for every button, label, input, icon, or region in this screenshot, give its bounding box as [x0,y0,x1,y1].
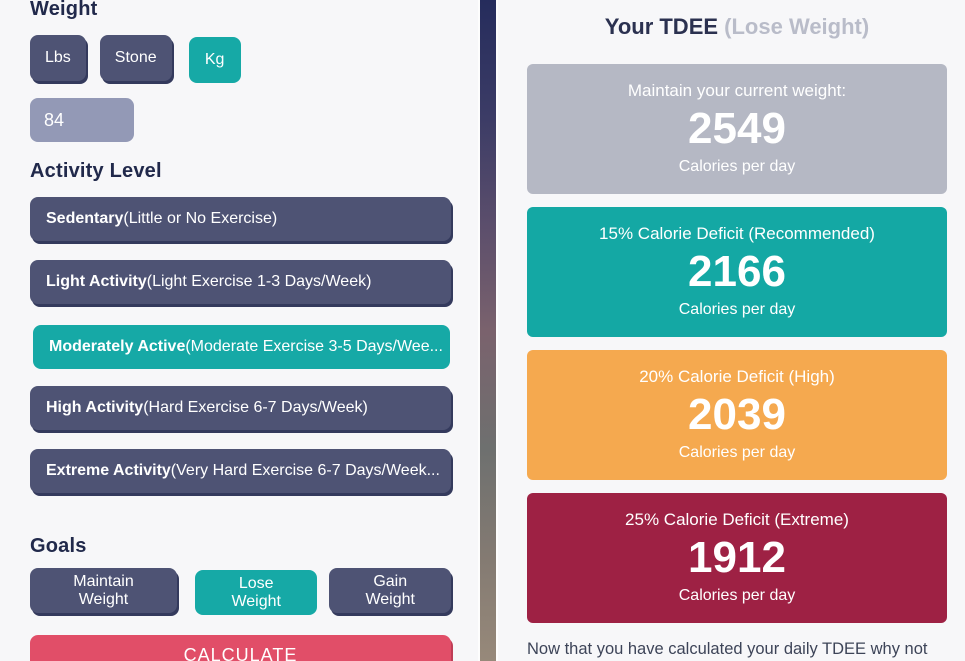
activity-label-bold: Moderately Active [49,338,186,355]
calculator-form-panel: Weight Lbs Stone Kg Activity Level Seden… [0,0,478,661]
card-label: 20% Calorie Deficit (High) [639,367,835,386]
weight-heading: Weight [30,0,98,20]
card-label: Maintain your current weight: [627,81,847,100]
results-title-goal: (Lose Weight) [724,14,870,39]
card-calorie-value: 2039 [688,390,786,439]
activity-button-light[interactable]: Light Activity (Light Exercise 1-3 Days/… [30,260,451,304]
activity-label-detail: (Light Exercise 1-3 Days/Week) [146,273,372,290]
goals-heading: Goals [30,535,87,557]
weight-input[interactable] [30,98,134,142]
card-calorie-value: 2166 [688,247,786,296]
activity-label-detail: (Hard Exercise 6-7 Days/Week) [143,399,368,416]
goal-button-gain[interactable]: Gain Weight [329,568,451,613]
card-calorie-value: 2549 [688,104,786,153]
activity-level-heading: Activity Level [30,160,162,182]
footer-text-before: Now that you have calculated your daily … [527,640,928,658]
result-card-deficit-15: 15% Calorie Deficit (Recommended) 2166 C… [527,207,947,337]
activity-label-detail: (Moderate Exercise 3-5 Days/Wee... [185,338,443,355]
result-card-maintain: Maintain your current weight: 2549 Calor… [527,64,947,194]
activity-label-bold: High Activity [46,399,144,416]
macros-suggestion-text: Now that you have calculated your daily … [527,636,948,661]
goals-group: Maintain Weight Lose Weight Gain Weight [30,568,451,615]
unit-button-kg[interactable]: Kg [188,37,241,83]
activity-level-group: Sedentary (Little or No Exercise) Light … [30,197,451,512]
card-unit: Calories per day [678,301,796,318]
result-card-deficit-20: 20% Calorie Deficit (High) 2039 Calories… [527,350,947,480]
result-cards: Maintain your current weight: 2549 Calor… [527,64,947,623]
weight-unit-group: Lbs Stone Kg [30,35,451,83]
goal-button-maintain[interactable]: Maintain Weight [30,568,177,613]
activity-button-extreme[interactable]: Extreme Activity (Very Hard Exercise 6-7… [30,449,451,493]
unit-button-lbs[interactable]: Lbs [30,35,86,81]
results-title: Your TDEE (Lose Weight) [527,14,947,40]
card-calorie-value: 1912 [688,533,786,582]
card-label: 15% Calorie Deficit (Recommended) [599,224,875,243]
results-panel: Your TDEE (Lose Weight) Maintain your cu… [498,0,965,661]
activity-label-detail: (Very Hard Exercise 6-7 Days/Week... [170,462,440,479]
results-title-main: Your TDEE [604,14,719,39]
activity-label-detail: (Little or No Exercise) [123,210,278,227]
panel-divider [478,0,498,661]
activity-button-moderate[interactable]: Moderately Active (Moderate Exercise 3-5… [33,325,450,369]
card-label: 25% Calorie Deficit (Extreme) [625,510,849,529]
activity-button-high[interactable]: High Activity (Hard Exercise 6-7 Days/We… [30,386,451,430]
card-unit: Calories per day [678,158,796,175]
card-unit: Calories per day [678,444,796,461]
goal-button-lose[interactable]: Lose Weight [194,570,318,615]
card-unit: Calories per day [678,587,796,604]
activity-label-bold: Extreme Activity [46,462,171,479]
result-card-deficit-25: 25% Calorie Deficit (Extreme) 1912 Calor… [527,493,947,623]
calculate-button[interactable]: CALCULATE [30,635,451,661]
unit-button-stone[interactable]: Stone [99,35,172,81]
activity-label-bold: Sedentary [46,210,124,227]
activity-label-bold: Light Activity [46,273,147,290]
activity-button-sedentary[interactable]: Sedentary (Little or No Exercise) [30,197,451,241]
